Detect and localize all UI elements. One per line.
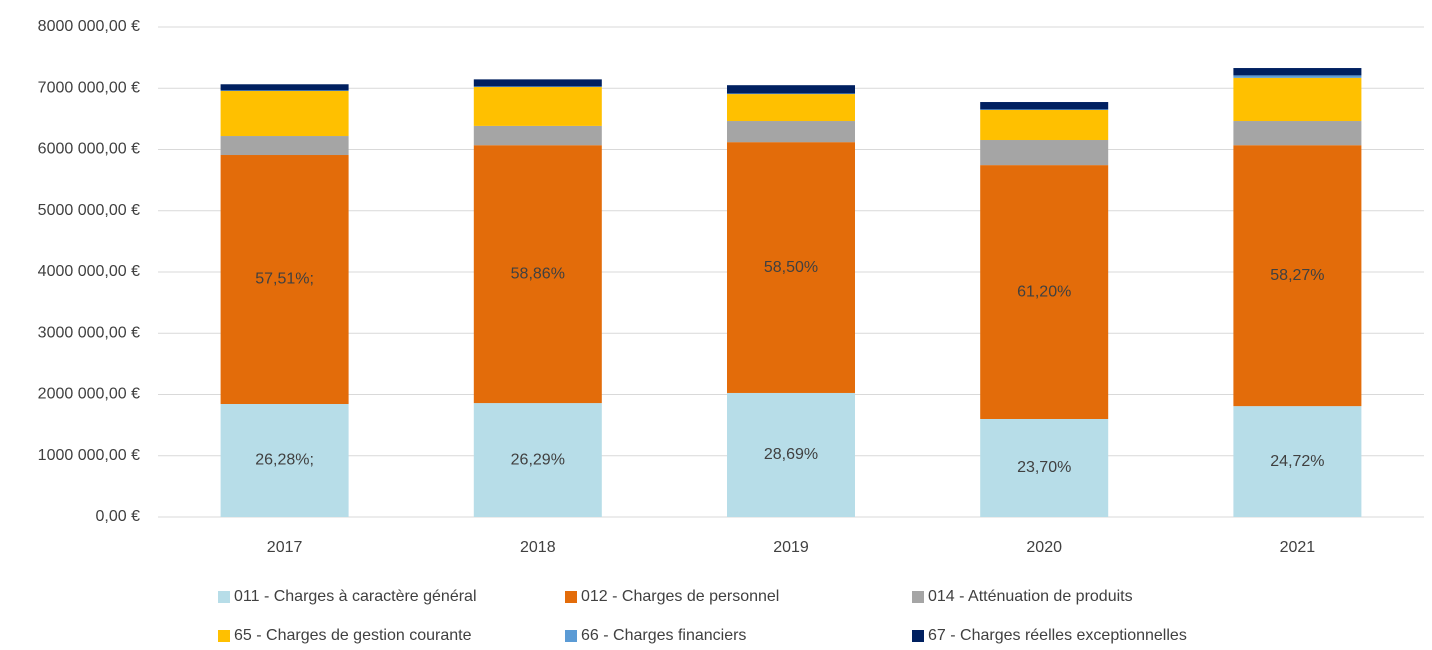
x-tick-label: 2020 [1026, 539, 1062, 556]
y-tick-label: 6000 000,00 € [38, 141, 140, 158]
bar-segment [980, 102, 1109, 110]
bar-segment [1233, 145, 1362, 407]
x-tick-label: 2018 [520, 539, 556, 556]
bar-segment [727, 121, 855, 143]
data-label: 23,70% [1017, 459, 1071, 476]
bar-segment [1233, 121, 1362, 146]
y-tick-label: 0,00 € [96, 508, 141, 525]
bar-segment [727, 93, 855, 95]
legend-label: 011 - Charges à caractère général [234, 588, 477, 605]
bar-segment [1233, 406, 1362, 517]
y-tick-label: 4000 000,00 € [38, 263, 140, 280]
bar-segment [220, 90, 349, 92]
bar-segment [1233, 75, 1362, 78]
legend-swatch [565, 591, 577, 603]
legend-swatch [565, 630, 577, 642]
bar-segment [220, 403, 349, 517]
bar-segment [980, 140, 1109, 166]
bar-segment [727, 85, 855, 94]
data-label: 61,20% [1017, 283, 1071, 300]
bar-segment [980, 109, 1109, 110]
bar-segment [473, 145, 602, 404]
bar-segment [473, 125, 602, 146]
y-tick-label: 5000 000,00 € [38, 202, 140, 219]
legend-label: 66 - Charges financiers [581, 627, 746, 644]
data-label: 26,28%; [255, 452, 314, 469]
bar-segment [980, 419, 1109, 517]
bar-segment [220, 84, 349, 91]
data-label: 58,50% [764, 259, 818, 276]
x-tick-label: 2019 [773, 539, 809, 556]
bar-segment [1233, 77, 1362, 122]
bar-segment [473, 86, 602, 88]
y-tick-label: 2000 000,00 € [38, 386, 140, 403]
legend-label: 65 - Charges de gestion courante [234, 627, 472, 644]
legend-label: 67 - Charges réelles exceptionnelles [928, 627, 1187, 644]
data-label: 24,72% [1270, 453, 1324, 470]
bar-segment [220, 136, 349, 156]
data-label: 57,51%; [255, 271, 314, 288]
legend-swatch [218, 591, 230, 603]
bar-segment [727, 142, 855, 393]
legend-swatch [218, 630, 230, 642]
bar-segment [220, 91, 349, 137]
y-tick-label: 7000 000,00 € [38, 79, 140, 96]
data-label: 58,27% [1270, 267, 1324, 284]
y-tick-label: 8000 000,00 € [38, 18, 140, 35]
bar-segment [727, 392, 855, 517]
bar-segment [980, 109, 1109, 141]
legend-swatch [912, 591, 924, 603]
x-tick-label: 2017 [267, 539, 303, 556]
x-tick-label: 2021 [1280, 539, 1316, 556]
bar-segment [727, 94, 855, 122]
y-tick-label: 3000 000,00 € [38, 324, 140, 341]
bar-segment [220, 155, 349, 404]
y-tick-label: 1000 000,00 € [38, 447, 140, 464]
data-label: 58,86% [511, 265, 565, 282]
data-label: 26,29% [511, 451, 565, 468]
bar-segment [980, 165, 1109, 419]
legend-swatch [912, 630, 924, 642]
bar-segment [473, 87, 602, 126]
bar-segment [1233, 68, 1362, 76]
data-label: 28,69% [764, 446, 818, 463]
bar-segment [473, 79, 602, 87]
legend-label: 014 - Atténuation de produits [928, 588, 1133, 605]
bar-segment [473, 403, 602, 517]
legend-label: 012 - Charges de personnel [581, 588, 779, 605]
